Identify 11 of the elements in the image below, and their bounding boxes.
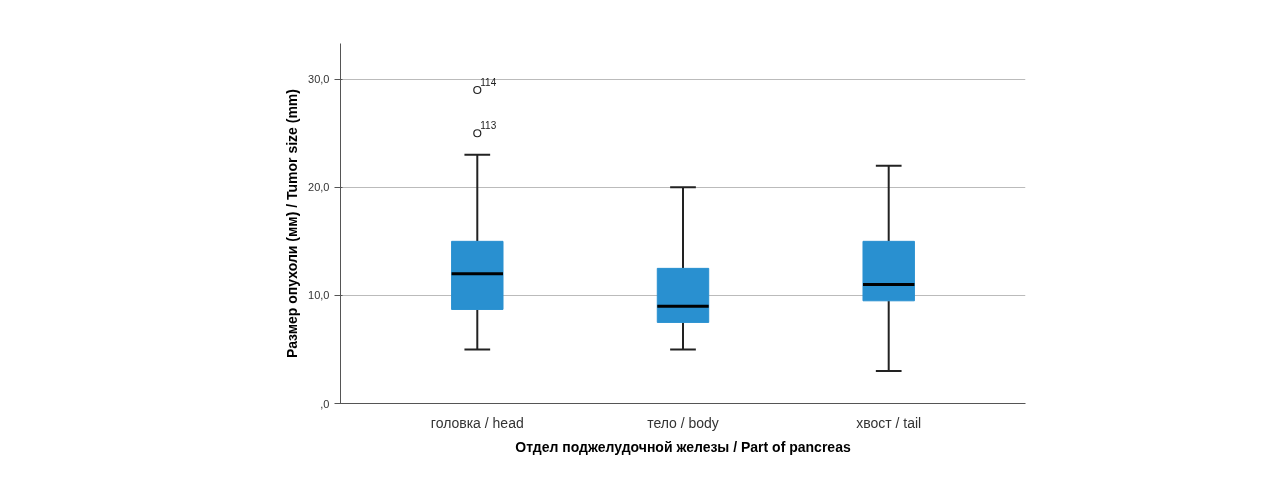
y-tick-label: 30,0 xyxy=(308,73,330,86)
x-tick-label: хвост / tail xyxy=(856,414,922,431)
x-axis-title: Отдел поджелудочной железы / Part of pancreas xyxy=(515,438,851,455)
annotation: 113 xyxy=(480,120,497,132)
y-axis-title: Размер опухоли (мм) / Tumor size (mm) xyxy=(284,89,301,358)
annotation: 114 xyxy=(480,76,497,88)
y-tick-label: 10,0 xyxy=(308,289,330,302)
x-tick-label: головка / head xyxy=(430,414,524,431)
y-tick-label: 20,0 xyxy=(308,181,330,194)
y-tick-label: ,0 xyxy=(320,397,330,410)
x-tick-label: тело / body xyxy=(647,414,719,431)
